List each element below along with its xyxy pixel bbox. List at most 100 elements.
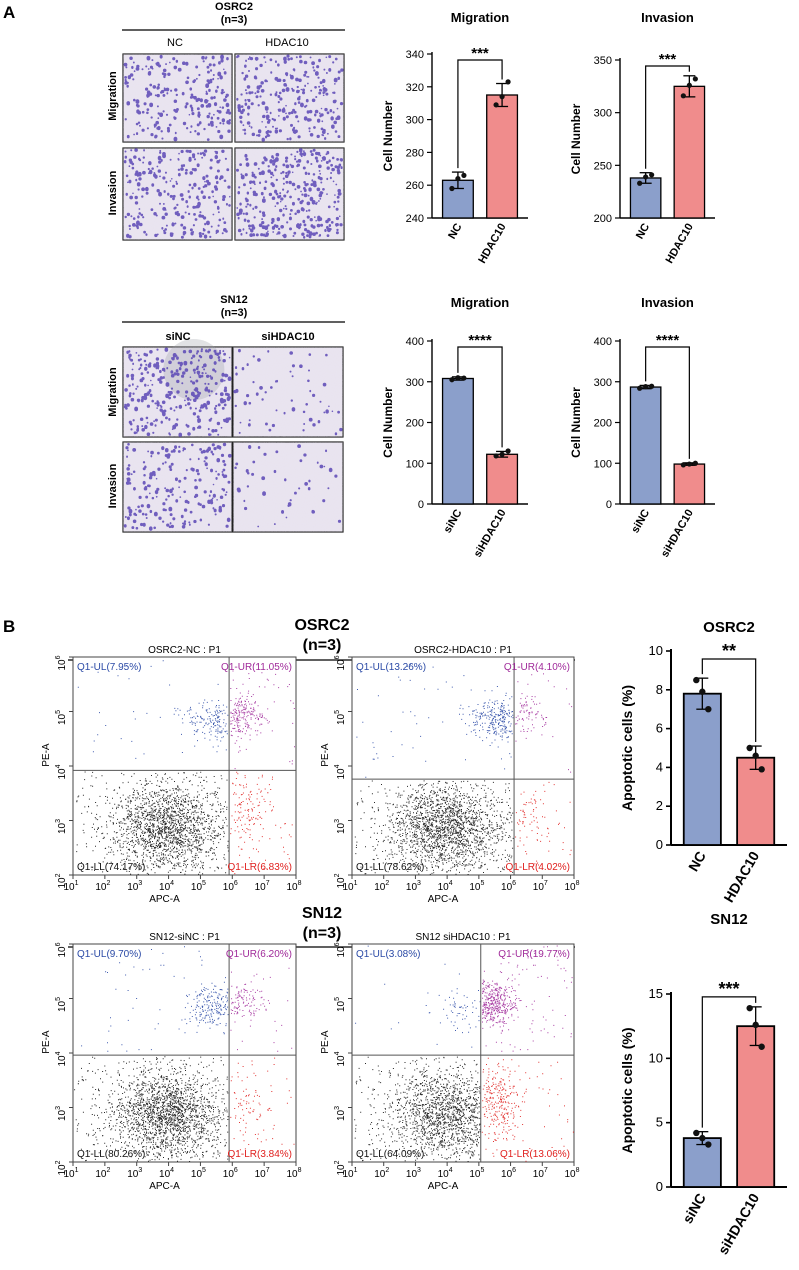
stain-image — [122, 338, 233, 438]
y-tick-label: 200 — [594, 213, 612, 225]
plot-title: SN12-siNC : P1 — [149, 932, 220, 943]
stain-image — [232, 346, 344, 438]
significance-bracket — [701, 996, 757, 1128]
stained-cells — [123, 148, 231, 239]
y-tick-label: 300 — [406, 377, 424, 389]
y-tick-label: 0 — [656, 1179, 663, 1194]
category-label: NC — [685, 849, 709, 875]
data-point — [686, 461, 692, 467]
y-tick-label: 100 — [594, 458, 612, 470]
y-tick-label: 8 — [656, 682, 663, 697]
data-point — [686, 82, 692, 88]
x-tick-label: 102 — [95, 1167, 110, 1180]
y-tick-label: 300 — [594, 108, 612, 120]
event-dots — [354, 1056, 481, 1162]
data-point — [499, 94, 505, 100]
data-point — [643, 174, 649, 180]
n-label: (n=3) — [221, 14, 248, 26]
y-tick-label: 0 — [656, 837, 663, 852]
y-tick-label: 15 — [649, 986, 663, 1001]
bar-chart-osrc2-apoptosis: OSRC2 0 2 4 6 8 10 Apoptotic cells (%) NC HDAC10 *… — [619, 619, 787, 905]
category-label: siHDAC10 — [659, 508, 696, 560]
quadrant-label-lr: Q1-LR(13.06%) — [500, 1149, 570, 1160]
flow-plot-sn12-sihdac10: SN12 siHDAC10 : P1 Q1-UL(3.08%) Q1-UR(19.7… — [320, 932, 580, 1192]
bar — [486, 453, 519, 505]
y-tick-label: 104 — [55, 764, 68, 779]
category-label: NC — [446, 221, 464, 241]
x-tick-label: 106 — [223, 880, 238, 893]
y-tick-label: 280 — [406, 147, 424, 159]
quadrant-label-ur: Q1-UR(6.20%) — [226, 949, 292, 960]
y-tick-label: 103 — [334, 1106, 347, 1121]
y-tick-label: 106 — [334, 655, 347, 670]
data-point — [693, 676, 700, 684]
category-label: siHDAC10 — [715, 1190, 763, 1257]
y-tick-label: 104 — [55, 1051, 68, 1066]
cell-line-label: OSRC2 — [215, 1, 253, 13]
stain-image — [122, 53, 233, 143]
x-tick-label: 107 — [255, 880, 270, 893]
group-label: HDAC10 — [265, 37, 308, 49]
y-tick-label: 400 — [594, 336, 612, 348]
n-label: (n=3) — [303, 925, 342, 942]
data-point — [705, 1141, 712, 1148]
chart-title: OSRC2 — [703, 619, 755, 636]
data-point — [699, 688, 706, 695]
x-axis-label: APC-A — [149, 894, 180, 905]
plot-area — [351, 656, 575, 876]
significance-label: *** — [659, 51, 677, 68]
y-axis-label: PE-A — [320, 1030, 331, 1054]
x-tick-label: 105 — [469, 1167, 484, 1180]
quadrant-label-ul: Q1-UL(3.08%) — [356, 949, 420, 960]
y-tick-label: 0 — [606, 499, 612, 511]
n-label: (n=3) — [221, 307, 248, 319]
y-tick-label: 103 — [55, 819, 68, 834]
significance-label: ** — [722, 641, 736, 661]
category-label: NC — [634, 221, 652, 241]
x-tick-label: 104 — [159, 880, 174, 893]
y-axis-label: Cell Number — [381, 100, 395, 171]
y-tick-label: 106 — [55, 655, 68, 670]
event-dots — [230, 663, 295, 770]
significance-bracket — [457, 346, 503, 448]
y-axis-label: PE-A — [41, 743, 52, 767]
x-tick-label: 103 — [406, 880, 421, 893]
quadrant-label-ul: Q1-UL(7.95%) — [77, 662, 141, 673]
y-tick-label: 106 — [334, 942, 347, 957]
quadrant-label-ll: Q1-LL(80.26%) — [77, 1149, 145, 1160]
data-point — [705, 706, 712, 713]
cell-line-label: SN12 — [302, 905, 342, 922]
y-tick-label: 105 — [334, 997, 347, 1012]
category-label: siNC — [442, 507, 465, 535]
stained-cells — [123, 54, 232, 142]
x-tick-label: 108 — [286, 880, 301, 893]
y-tick-label: 105 — [55, 710, 68, 725]
y-tick-label: 103 — [334, 819, 347, 834]
y-tick-label: 102 — [334, 873, 347, 888]
significance-label: *** — [718, 979, 739, 999]
data-point — [461, 172, 467, 178]
data-point — [643, 384, 649, 390]
group-label: siHDAC10 — [261, 331, 314, 343]
x-axis-label: APC-A — [428, 894, 459, 905]
quadrant-label-lr: Q1-LR(3.84%) — [228, 1149, 292, 1160]
stain-image — [122, 147, 233, 241]
significance-bracket — [457, 59, 503, 169]
data-point — [455, 176, 461, 182]
quadrant-label-ur: Q1-UR(11.05%) — [221, 662, 292, 673]
cell-line-label: OSRC2 — [294, 617, 349, 634]
data-point — [455, 375, 461, 381]
bar — [441, 377, 474, 505]
stain-image — [234, 147, 345, 241]
x-tick-label: 104 — [438, 880, 453, 893]
data-point — [746, 744, 753, 752]
y-tick-label: 5 — [656, 1115, 663, 1130]
bar-chart-osrc2-migration: Migration 240 260 280 300 320 340 Cell Number NC… — [381, 10, 528, 266]
y-axis-label: Cell Number — [569, 387, 583, 458]
y-tick-label: 0 — [418, 499, 424, 511]
y-tick-label: 300 — [406, 115, 424, 127]
bar — [736, 756, 776, 846]
quadrant-label-ll: Q1-LL(78.62%) — [356, 862, 424, 873]
data-point — [752, 1021, 759, 1029]
